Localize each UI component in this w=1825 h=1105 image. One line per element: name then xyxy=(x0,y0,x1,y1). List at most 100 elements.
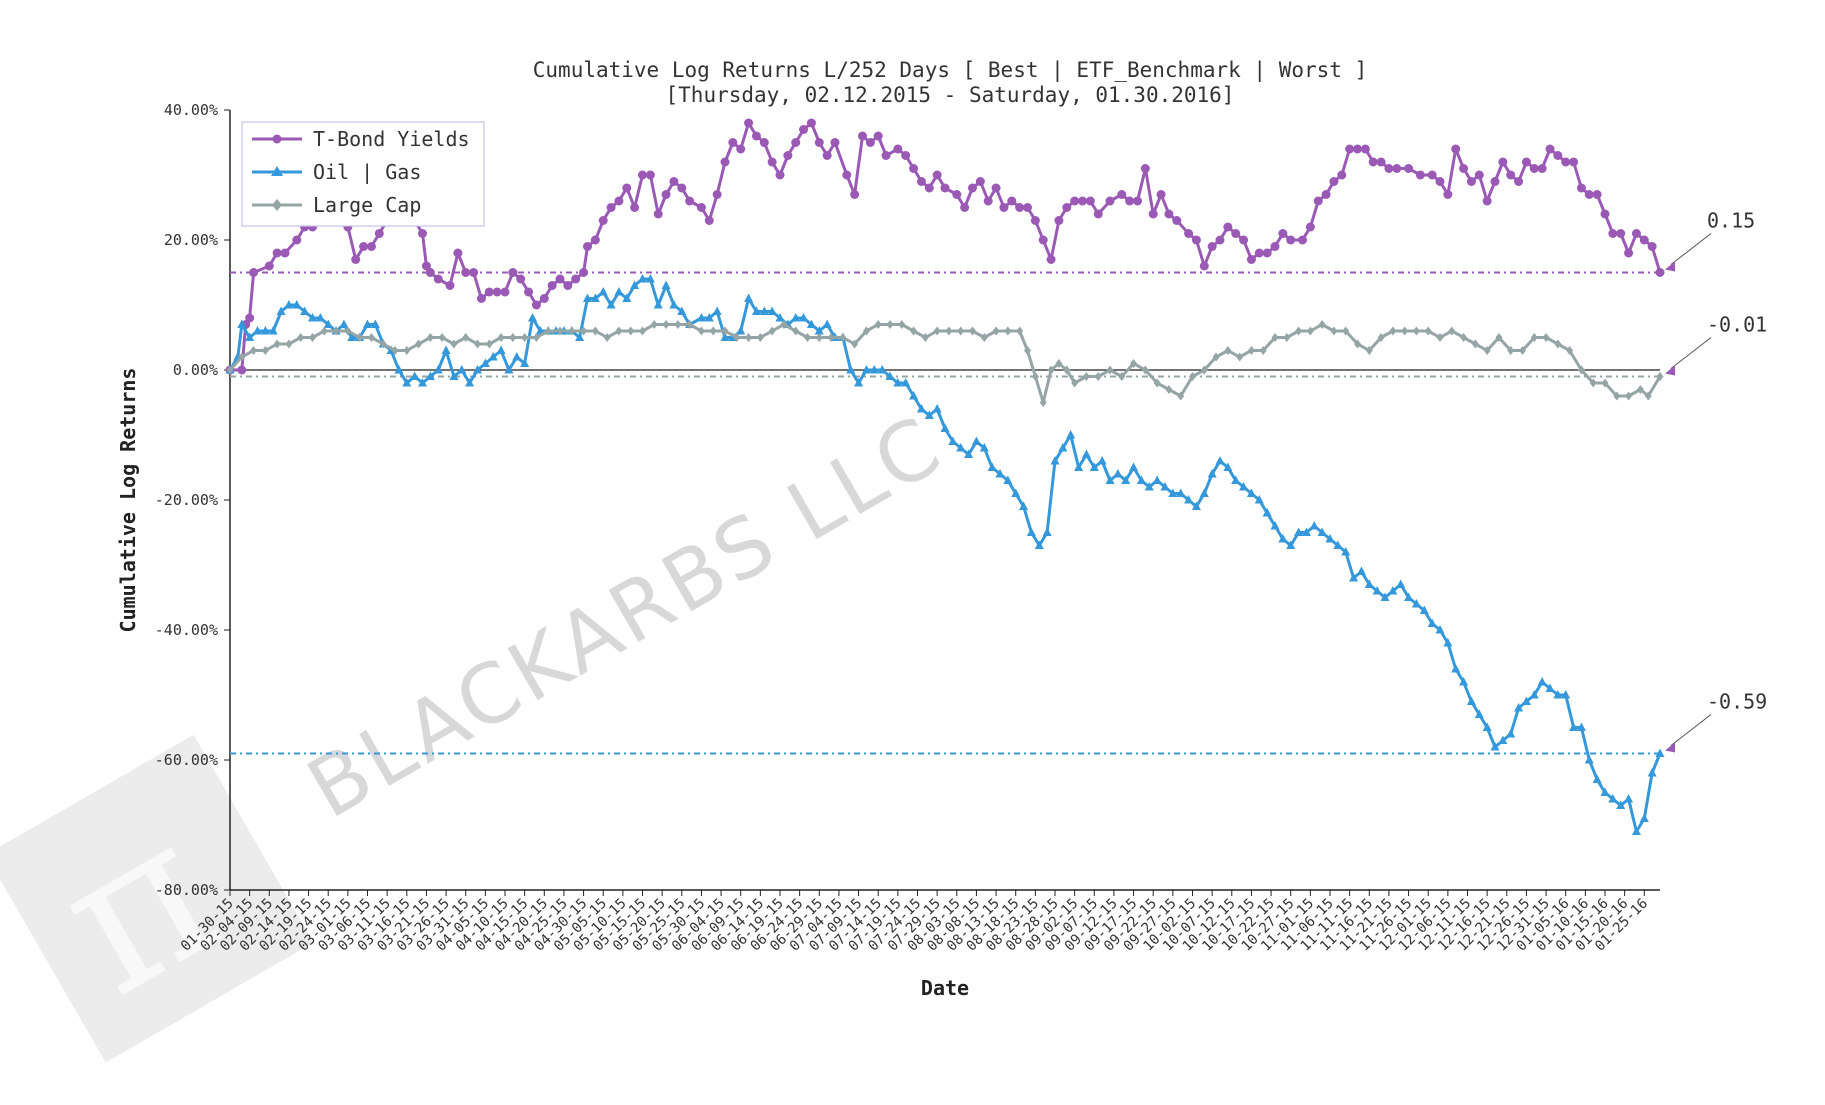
data-point xyxy=(1561,690,1571,699)
data-point xyxy=(933,326,941,336)
data-point xyxy=(1168,488,1178,497)
data-point xyxy=(480,358,490,367)
data-point xyxy=(1404,592,1414,601)
data-point xyxy=(598,216,608,225)
data-point xyxy=(1236,352,1244,362)
data-point xyxy=(1392,164,1402,173)
data-point xyxy=(1042,527,1052,536)
data-point xyxy=(1365,346,1373,355)
data-point xyxy=(1584,755,1594,764)
data-point xyxy=(1270,521,1280,530)
data-point xyxy=(1317,527,1327,536)
data-point xyxy=(669,300,679,309)
data-point xyxy=(1435,625,1445,634)
data-point xyxy=(1490,177,1500,186)
data-point xyxy=(1474,709,1484,718)
data-point xyxy=(830,138,840,147)
data-point xyxy=(556,326,564,336)
data-point xyxy=(975,177,985,186)
data-point xyxy=(450,339,458,349)
data-point xyxy=(1247,346,1255,355)
data-point xyxy=(721,326,729,336)
data-point xyxy=(370,319,380,328)
data-point xyxy=(237,365,247,375)
data-point xyxy=(300,306,310,315)
data-point xyxy=(1443,638,1453,647)
data-point xyxy=(1589,378,1597,388)
data-point xyxy=(1318,320,1326,329)
data-point xyxy=(1451,144,1461,154)
data-point xyxy=(1133,196,1142,206)
data-point xyxy=(1207,242,1217,251)
data-point xyxy=(441,345,451,354)
data-point xyxy=(775,170,785,180)
data-point xyxy=(1156,190,1166,199)
data-point xyxy=(1542,333,1550,342)
data-point xyxy=(736,144,746,154)
data-point xyxy=(1306,326,1314,336)
data-point xyxy=(250,346,258,355)
data-point xyxy=(1058,443,1068,452)
data-point xyxy=(394,365,404,374)
data-point xyxy=(1141,365,1149,375)
data-point xyxy=(1364,579,1374,588)
data-point xyxy=(1608,229,1618,238)
data-point xyxy=(1384,164,1394,173)
annotation-arrowhead xyxy=(1665,261,1675,272)
data-point xyxy=(532,333,540,342)
data-point xyxy=(415,339,423,349)
data-point xyxy=(704,313,714,322)
data-point xyxy=(645,274,655,283)
data-point xyxy=(650,320,658,329)
data-point xyxy=(280,248,290,258)
data-point xyxy=(1577,365,1585,375)
data-point xyxy=(1215,235,1225,245)
data-point xyxy=(1118,372,1126,381)
data-point xyxy=(1278,229,1288,238)
data-point xyxy=(661,190,671,199)
data-point xyxy=(916,404,926,413)
data-point xyxy=(1600,209,1610,219)
y-tick-label: -40.00% xyxy=(155,621,218,639)
data-point xyxy=(1482,722,1492,731)
chart-title: Cumulative Log Returns L/252 Days [ Best… xyxy=(533,58,1367,83)
series-large-cap xyxy=(226,320,1664,407)
data-point xyxy=(916,177,926,186)
data-point xyxy=(1592,190,1602,199)
data-point xyxy=(433,274,443,284)
data-point xyxy=(1007,196,1017,206)
data-point xyxy=(1498,157,1508,167)
annotation-arrow xyxy=(1670,233,1712,265)
data-point xyxy=(822,151,832,160)
data-point xyxy=(1545,144,1555,154)
data-point xyxy=(496,345,506,354)
data-point xyxy=(1301,527,1311,536)
data-point xyxy=(1553,151,1563,160)
data-point xyxy=(704,216,714,225)
data-point xyxy=(1415,170,1425,180)
data-point xyxy=(226,365,234,375)
data-point xyxy=(827,333,835,342)
data-point xyxy=(865,138,875,147)
data-point xyxy=(1601,378,1609,388)
data-point xyxy=(461,268,471,277)
data-point xyxy=(1106,365,1114,375)
data-point xyxy=(1376,157,1386,167)
data-point xyxy=(1553,690,1563,699)
data-point xyxy=(696,313,706,322)
data-point xyxy=(1490,742,1500,751)
data-point xyxy=(987,462,997,471)
data-point xyxy=(528,313,537,322)
data-point xyxy=(1081,449,1091,458)
legend-diamond-icon xyxy=(272,199,282,211)
data-point xyxy=(1313,196,1323,206)
data-point xyxy=(854,378,864,387)
data-point xyxy=(366,242,376,251)
data-point xyxy=(1231,229,1241,238)
data-point xyxy=(1140,164,1150,173)
data-point xyxy=(1270,242,1280,251)
legend-label: Large Cap xyxy=(313,193,421,217)
data-point xyxy=(402,378,412,387)
data-point xyxy=(1404,164,1414,173)
